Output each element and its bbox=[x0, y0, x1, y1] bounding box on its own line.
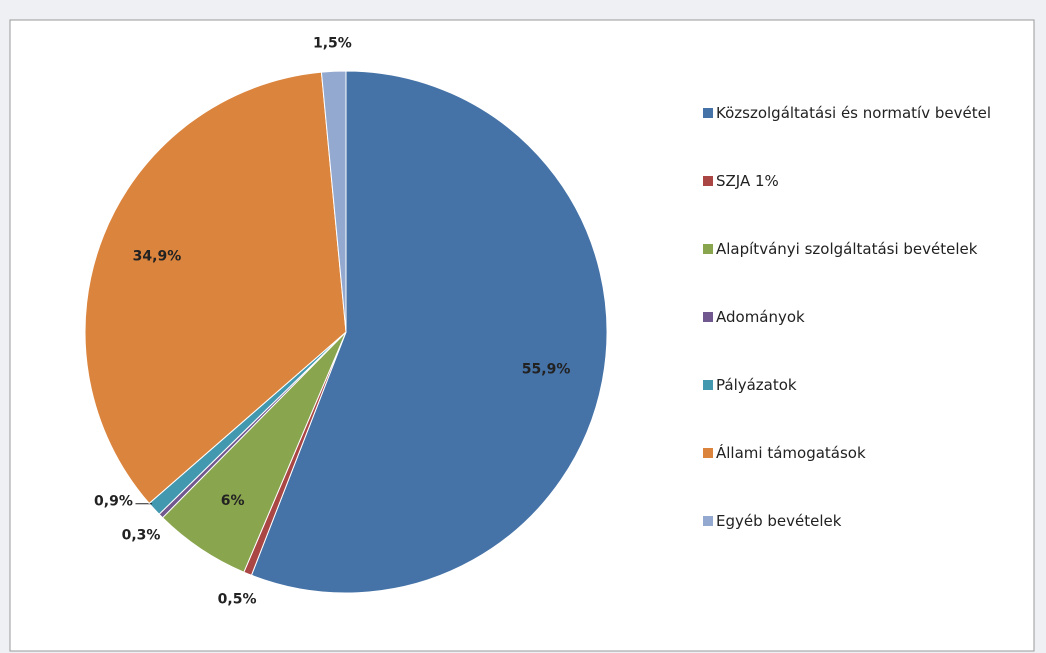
legend-line: Adományok bbox=[716, 308, 805, 326]
legend-label: Adományok bbox=[716, 308, 805, 326]
legend-line: Pályázatok bbox=[716, 376, 797, 394]
legend-line: Állami támogatások bbox=[716, 443, 866, 462]
data-label: 0,9% bbox=[94, 494, 133, 510]
legend-label: Állami támogatások bbox=[716, 443, 866, 462]
legend-swatch bbox=[703, 312, 713, 322]
legend-swatch bbox=[703, 176, 713, 186]
legend-label: Egyéb bevételek bbox=[716, 512, 842, 530]
legend-swatch bbox=[703, 244, 713, 254]
data-label: 55,9% bbox=[522, 362, 571, 378]
pie-slice bbox=[250, 70, 608, 594]
legend-line: Közszolgáltatási és normatív bevétel bbox=[716, 104, 991, 122]
data-label: 1,5% bbox=[313, 35, 352, 51]
legend-swatch bbox=[703, 516, 713, 526]
legend-label: Pályázatok bbox=[716, 376, 797, 394]
pie-slice bbox=[84, 71, 347, 505]
legend-swatch bbox=[703, 380, 713, 390]
data-label: 6% bbox=[221, 493, 245, 509]
legend-swatch bbox=[703, 448, 713, 458]
data-label: 34,9% bbox=[133, 248, 182, 264]
legend-swatch bbox=[703, 108, 713, 118]
legend-label: Alapítványi szolgáltatási bevételek bbox=[716, 240, 978, 258]
data-label: 0,3% bbox=[122, 528, 161, 544]
data-label: 0,5% bbox=[218, 592, 257, 608]
legend-line: SZJA 1% bbox=[716, 172, 779, 190]
legend-label: SZJA 1% bbox=[716, 172, 779, 190]
legend-line: Alapítványi szolgáltatási bevételek bbox=[716, 240, 978, 258]
legend-line: Egyéb bevételek bbox=[716, 512, 842, 530]
pie-slice bbox=[320, 70, 347, 333]
legend-label: Közszolgáltatási és normatív bevétel bbox=[716, 104, 991, 122]
